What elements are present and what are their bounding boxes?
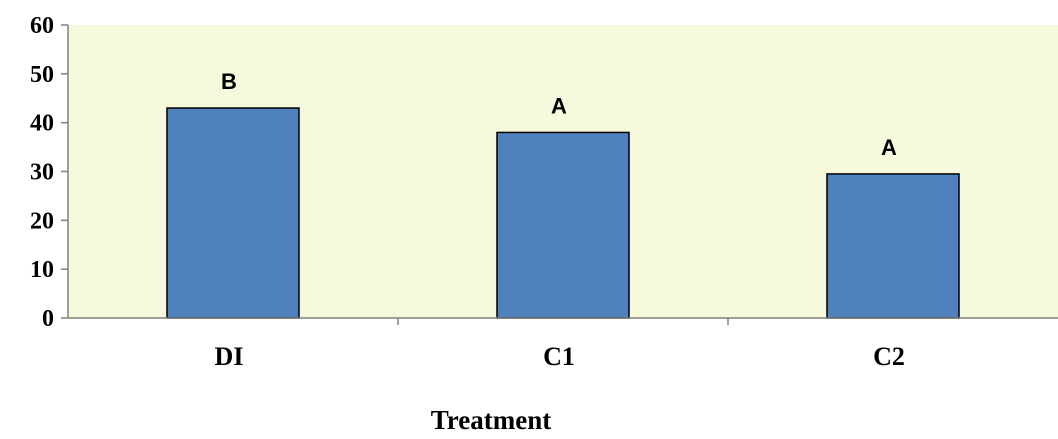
y-tick-label: 10 (30, 257, 54, 283)
bar-di (166, 107, 300, 319)
x-axis-title: Treatment (431, 405, 551, 435)
y-tick-label: 60 (30, 13, 54, 39)
data-label-group: B A A (221, 69, 897, 160)
y-tick-label: 0 (42, 306, 54, 332)
y-tick-label: 40 (30, 111, 54, 137)
y-tick-group: 0 10 20 30 40 50 60 (30, 13, 68, 332)
data-label-c2: A (881, 135, 897, 160)
x-category-label: C1 (543, 342, 575, 371)
x-category-label: DI (215, 342, 244, 371)
y-tick-label: 30 (30, 160, 54, 186)
data-label-c1: A (551, 93, 567, 118)
bar-c2 (826, 173, 960, 319)
y-tick-label: 50 (30, 62, 54, 88)
data-label-di: B (221, 69, 237, 94)
x-category-label: C2 (873, 342, 905, 371)
category-label-group: DI C1 C2 (215, 342, 905, 371)
bar-c1 (496, 131, 630, 319)
y-tick-label: 20 (30, 208, 54, 234)
